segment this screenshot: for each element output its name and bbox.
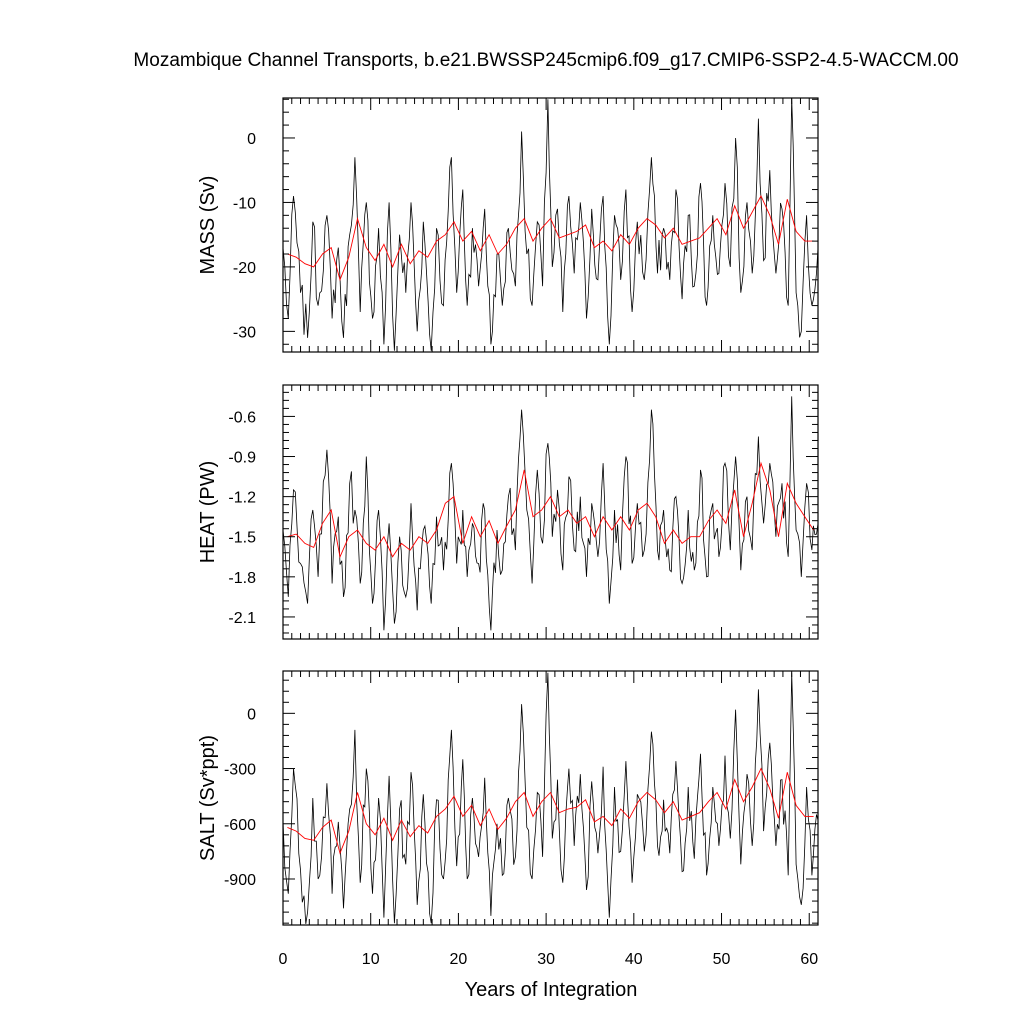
y-tick-label: -0.6 — [228, 409, 256, 426]
y-tick-label: -0.9 — [228, 450, 256, 467]
y-tick-label: -10 — [233, 195, 256, 212]
y-axis-label: MASS (Sv) — [197, 176, 219, 275]
x-tick-label: 0 — [279, 951, 288, 968]
annual-mean-line — [287, 767, 814, 855]
annual-mean-line — [287, 461, 814, 559]
annual-mean-line — [287, 194, 814, 282]
y-tick-label: 0 — [247, 706, 256, 723]
y-tick-label: -300 — [224, 762, 256, 779]
plot-frame — [282, 670, 819, 926]
y-tick-label: 0 — [247, 131, 256, 148]
x-tick-label: 20 — [450, 951, 468, 968]
panel-1: -0.6 -0.9 -1.2 -1.5 -1.8 -2.1 HEAT (PW) — [197, 384, 819, 640]
y-tick-label: -2.1 — [228, 610, 256, 627]
monthly-series-line — [282, 97, 819, 351]
x-tick-label: 50 — [713, 951, 731, 968]
y-tick-label: -600 — [224, 817, 256, 834]
x-tick-label: 30 — [537, 951, 555, 968]
x-axis-label: Years of Integration — [465, 979, 638, 1001]
chart-title: Mozambique Channel Transports, b.e21.BWS… — [133, 50, 958, 71]
y-tick-label: -20 — [233, 260, 256, 277]
plot-frame — [282, 97, 819, 353]
monthly-series-line — [282, 672, 819, 924]
x-tick-label: 40 — [625, 951, 643, 968]
y-tick-label: -900 — [224, 872, 256, 889]
y-tick-label: -1.8 — [228, 570, 256, 587]
y-tick-label: -1.5 — [228, 530, 256, 547]
panel-0: 0 -10 -20 -30 MASS (Sv) — [197, 97, 819, 353]
y-axis-label: HEAT (PW) — [197, 461, 219, 564]
y-axis-label: SALT (Sv*ppt) — [197, 735, 219, 861]
y-tick-label: -1.2 — [228, 490, 256, 507]
monthly-series-line — [282, 396, 819, 631]
plot-frame — [282, 384, 819, 640]
panel-2: 0 -300 -600 -900 SALT (Sv*ppt) 0 10 20 30 40 50 60 — [197, 670, 819, 968]
x-tick-label: 60 — [800, 951, 818, 968]
x-tick-label: 10 — [362, 951, 380, 968]
y-tick-label: -30 — [233, 324, 256, 341]
